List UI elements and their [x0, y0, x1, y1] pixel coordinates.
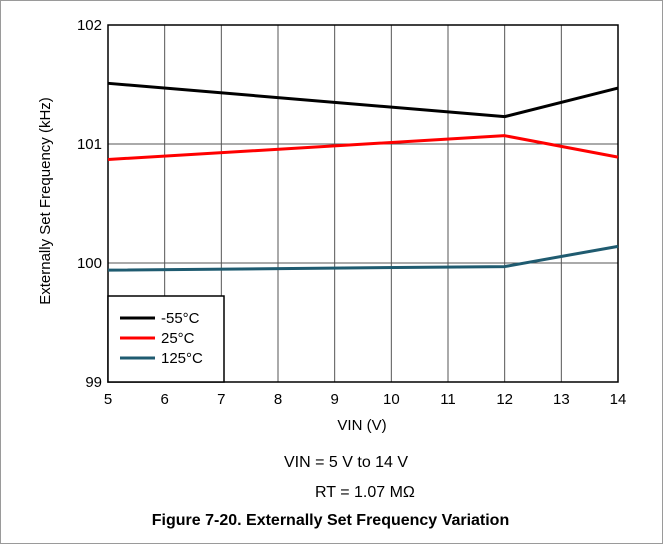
x-tick-label: 12: [496, 391, 513, 408]
x-tick-label: 5: [104, 391, 112, 408]
legend-label: 25°C: [161, 330, 195, 347]
line-chart: 5 6 7 8 9 10 11 12 13 14 99 100 101 102 VIN (V) Exter…: [37, 17, 626, 434]
x-tick-label: 7: [217, 391, 225, 408]
series-layer: [107, 81, 619, 272]
y-axis-title: Externally Set Frequency (kHz): [37, 97, 54, 305]
x-axis-title: VIN (V): [337, 417, 386, 434]
legend-label: 125°C: [161, 350, 203, 367]
y-tick-label: 100: [77, 255, 102, 272]
legend: -55°C 25°C 125°C: [107, 295, 225, 383]
legend-label: -55°C: [161, 310, 200, 327]
y-tick-label: 101: [77, 136, 102, 153]
tick-labels: 5 6 7 8 9 10 11 12 13 14 99 100 101 102: [77, 17, 626, 408]
plot-area: [107, 24, 619, 383]
x-tick-label: 6: [160, 391, 168, 408]
x-tick-label: 11: [440, 391, 456, 408]
x-tick-label: 9: [330, 391, 338, 408]
x-tick-label: 14: [610, 391, 627, 408]
x-tick-label: 10: [383, 391, 400, 408]
x-tick-label: 8: [274, 391, 282, 408]
condition-vin: VIN = 5 V to 14 V: [284, 454, 409, 471]
condition-rt: RT = 1.07 MΩ: [315, 484, 415, 501]
y-tick-label: 99: [85, 374, 102, 391]
series-line: [107, 244, 619, 272]
series-line: [107, 81, 619, 119]
y-tick-label: 102: [77, 17, 102, 34]
figure-caption: Figure 7-20. Externally Set Frequency Va…: [151, 512, 510, 529]
x-tick-label: 13: [553, 391, 570, 408]
series-line: [107, 134, 619, 161]
